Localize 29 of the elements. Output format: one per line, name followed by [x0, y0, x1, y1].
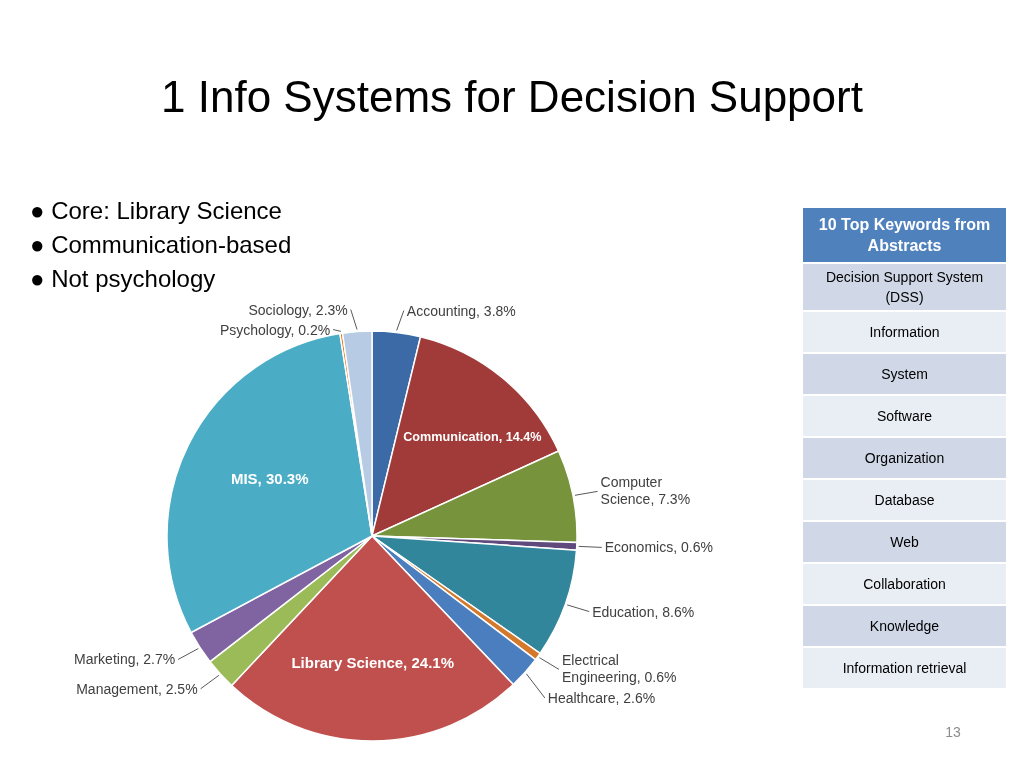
slice-label: Education, 8.6%: [592, 603, 695, 620]
text: 13: [945, 724, 961, 740]
slice-label: Electrical Engineering, 0.6%: [562, 652, 678, 687]
text: Web: [890, 533, 919, 552]
text: Collaboration: [863, 575, 946, 594]
text: Decision Support System (DSS): [824, 268, 985, 307]
text: Information: [869, 323, 940, 342]
slice-label: Management, 2.5%: [76, 680, 198, 697]
text: Knowledge: [869, 617, 940, 636]
slice-label: Economics, 0.6%: [604, 538, 713, 555]
slice-label: Library Science, 24.1%: [291, 653, 454, 673]
slice-label: Communication, 14.4%: [403, 430, 542, 445]
slice-label: Healthcare, 2.6%: [547, 689, 656, 706]
text: Organization: [864, 449, 945, 468]
text: 10 Top Keywords from Abstracts: [818, 216, 991, 254]
text: ● Not psychology: [30, 265, 216, 292]
text: ● Core: Library Science: [30, 197, 282, 224]
slice-label: Accounting, 3.8%: [406, 302, 516, 319]
text: Database: [874, 491, 935, 510]
slice-label: Sociology, 2.3%: [248, 301, 348, 318]
slice-label: Marketing, 2.7%: [74, 650, 176, 667]
slice-label: MIS, 30.3%: [230, 469, 309, 487]
text: ● Communication-based: [30, 231, 292, 258]
text: System: [881, 365, 928, 384]
text: Software: [876, 407, 933, 426]
text: Information retrieval: [842, 659, 967, 678]
slice-label: Psychology, 0.2%: [219, 321, 331, 338]
slice-label: Computer Science, 7.3%: [600, 474, 692, 509]
chart-title: 1 Info Systems for Decision Support: [161, 72, 863, 121]
